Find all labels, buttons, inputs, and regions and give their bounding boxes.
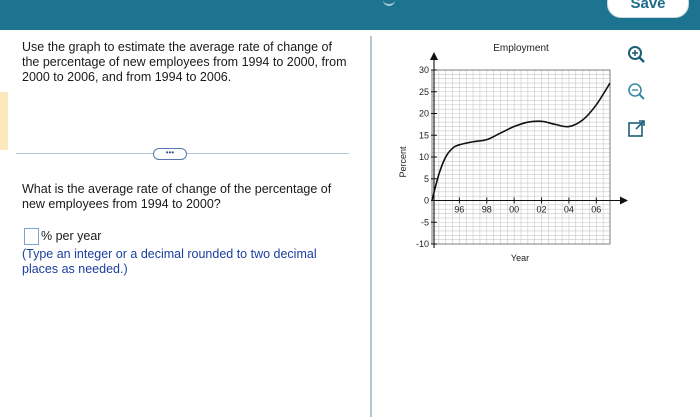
y-tick-label: -10 bbox=[416, 239, 429, 249]
open-new-window-icon[interactable] bbox=[626, 118, 648, 140]
chart-svg: Employment -10 -5 0 5 10 15 20 25 30 96 98 00 02 04 06 Y… bbox=[398, 43, 628, 263]
y-axis-label: Percent bbox=[398, 146, 408, 178]
employment-series-line bbox=[431, 82, 611, 201]
x-tick-label: 02 bbox=[537, 205, 547, 215]
answer-hint: (Type an integer or a decimal rounded to… bbox=[22, 247, 317, 276]
y-tick-label: 25 bbox=[419, 87, 429, 97]
sub-question: What is the average rate of change of th… bbox=[22, 182, 332, 211]
x-tick-label: 00 bbox=[509, 205, 519, 215]
expand-more-button[interactable]: ••• bbox=[153, 148, 187, 160]
y-axis-arrow bbox=[430, 52, 438, 60]
employment-graph: Employment -10 -5 0 5 10 15 20 25 30 96 98 00 02 04 06 Y… bbox=[380, 36, 630, 281]
y-tick-label: 15 bbox=[419, 130, 429, 140]
y-tick-label: 30 bbox=[419, 65, 429, 75]
chart-title: Employment bbox=[493, 43, 549, 54]
graph-tools bbox=[626, 44, 650, 155]
x-axis-arrow bbox=[620, 196, 628, 205]
x-tick-label: 98 bbox=[482, 205, 492, 215]
top-toolbar bbox=[0, 0, 700, 30]
x-axis-label: Year bbox=[511, 253, 529, 263]
x-tick-label: 04 bbox=[564, 205, 574, 215]
y-tick-label: 5 bbox=[424, 174, 429, 184]
y-tick-label: 10 bbox=[419, 152, 429, 162]
answer-input[interactable] bbox=[24, 228, 39, 245]
loading-indicator-icon bbox=[383, 0, 395, 6]
zoom-in-icon[interactable] bbox=[626, 44, 648, 66]
pane-divider[interactable] bbox=[370, 36, 372, 417]
y-tick-label: -5 bbox=[421, 217, 429, 227]
save-button[interactable]: Save bbox=[607, 0, 689, 18]
answer-unit-label: % per year bbox=[41, 229, 102, 243]
zoom-out-icon[interactable] bbox=[626, 81, 648, 103]
x-tick-label: 96 bbox=[454, 205, 464, 215]
question-prompt: Use the graph to estimate the average ra… bbox=[22, 40, 347, 84]
panel-accent bbox=[0, 92, 8, 150]
x-tick-label: 06 bbox=[591, 205, 601, 215]
y-tick-label: 0 bbox=[424, 196, 429, 206]
y-tick-label: 20 bbox=[419, 109, 429, 119]
question-pane: Use the graph to estimate the average ra… bbox=[22, 40, 352, 85]
